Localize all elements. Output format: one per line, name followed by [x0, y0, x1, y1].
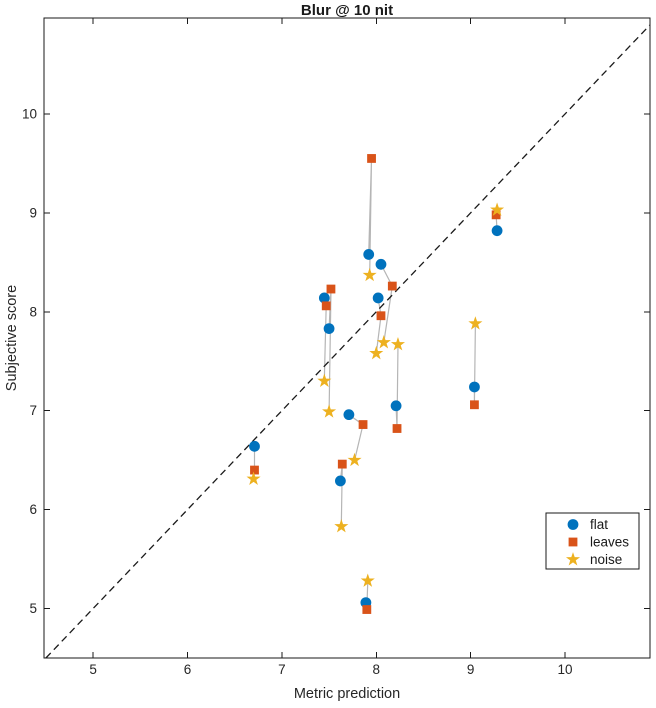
x-tick-label: 10 [558, 662, 573, 677]
marker-noise [390, 337, 406, 351]
marker-flat [249, 440, 260, 452]
marker-noise [246, 471, 261, 485]
connector-line [375, 297, 382, 354]
identity-line-layer [45, 24, 651, 659]
marker-leaves [250, 465, 259, 475]
x-tick-label: 8 [373, 662, 381, 677]
x-tick-label: 6 [184, 662, 192, 677]
legend-label-leaves: leaves [590, 535, 629, 550]
x-tick-label: 7 [278, 662, 286, 677]
marker-noise [376, 335, 391, 349]
connector-line [323, 297, 327, 382]
connector-line [395, 344, 399, 429]
legend-label-noise: noise [590, 552, 622, 567]
connector-lines-layer [253, 158, 498, 610]
marker-flat [334, 475, 346, 487]
chart-title: Blur @ 10 nit [301, 2, 393, 19]
marker-flat [343, 409, 355, 421]
marker-flat [363, 249, 375, 260]
y-tick-label: 5 [29, 601, 37, 616]
marker-leaves [491, 210, 501, 220]
connector-line [380, 264, 393, 343]
marker-leaves [358, 420, 368, 429]
plot-box [43, 17, 651, 659]
marker-leaves [470, 400, 479, 410]
marker-flat [469, 381, 480, 393]
marker-noise [322, 404, 337, 418]
axes-layer: 5 6 7 8 9 10 5 6 7 8 9 10 [22, 17, 651, 677]
marker-flat [491, 225, 503, 237]
connector-line [339, 464, 343, 527]
markers-layer [246, 154, 505, 614]
marker-flat [318, 292, 330, 304]
marker-noise [362, 267, 377, 282]
marker-flat [323, 323, 335, 335]
marker-noise [347, 452, 362, 467]
marker-flat [375, 258, 387, 270]
y-tick-label: 8 [29, 304, 37, 319]
marker-leaves [326, 284, 336, 294]
marker-noise [468, 316, 483, 330]
marker-leaves [392, 424, 402, 433]
x-tick-label: 5 [89, 662, 97, 677]
connector-line [473, 323, 476, 405]
legend-marker-leaves [568, 537, 578, 547]
marker-noise [490, 202, 505, 216]
marker-noise [317, 373, 332, 388]
y-tick-label: 6 [29, 502, 37, 517]
legend-marker-noise [565, 552, 581, 566]
x-tick-label: 9 [467, 662, 475, 677]
legend-marker-flat [567, 519, 579, 530]
y-tick-label: 10 [22, 106, 37, 121]
marker-leaves [376, 311, 386, 321]
identity-line [45, 24, 651, 659]
marker-noise [369, 345, 384, 360]
y-tick-label: 9 [29, 205, 37, 220]
marker-leaves [387, 281, 397, 291]
marker-leaves [337, 459, 347, 469]
legend-label-flat: flat [590, 517, 608, 532]
marker-flat [390, 400, 402, 412]
marker-noise [360, 573, 375, 587]
legend-box [545, 512, 640, 570]
marker-flat [372, 292, 384, 304]
legend: flat leaves noise [545, 512, 640, 570]
x-axis-label: Metric prediction [294, 686, 400, 702]
marker-leaves [362, 605, 372, 614]
marker-leaves [367, 154, 376, 163]
marker-leaves [321, 301, 331, 311]
y-axis-label: Subjective score [4, 285, 20, 391]
y-tick-label: 7 [29, 403, 37, 418]
marker-noise [334, 519, 349, 533]
